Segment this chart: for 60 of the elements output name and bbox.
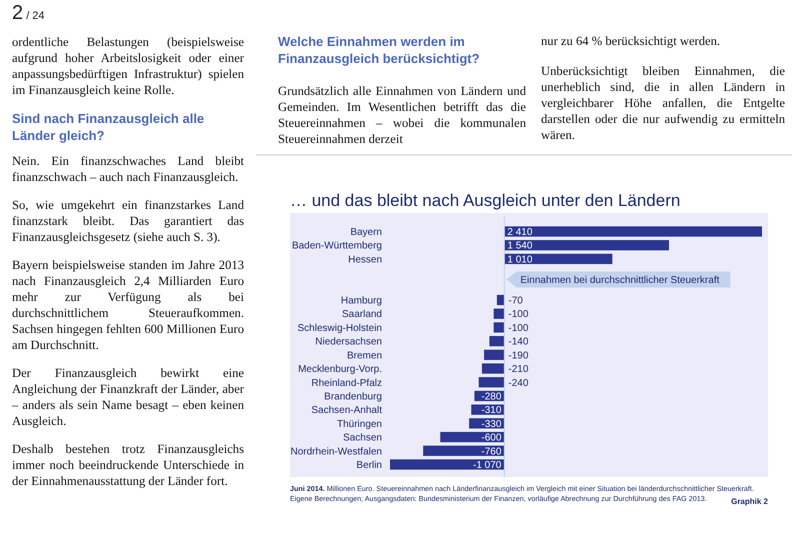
bar bbox=[504, 226, 762, 237]
text: Bayern beispielsweise standen im Jahre 2013 nach Finanzausgleich 2,4 Milliarden Euro mehr zur Verfügung als bei durchschnittlichem Steueraufkommen. Sachsen hingegen fehlten 600 Millionen Euro am Durchschnitt. bbox=[12, 257, 244, 353]
data-label: -760 bbox=[481, 446, 502, 458]
y-tick-label: Berlin bbox=[356, 460, 382, 471]
bar bbox=[496, 294, 504, 306]
y-tick-label: Rheinland-Pfalz bbox=[311, 378, 382, 389]
data-label: 1 540 bbox=[507, 240, 533, 252]
bar bbox=[482, 363, 504, 374]
text: So, wie umgekehrt ein finanzstarkes Land finanzstark bleibt. Das garantiert das Finanzausgleichsgesetz (siehe auch S. 3). bbox=[12, 197, 244, 245]
data-label: 2 410 bbox=[507, 227, 533, 238]
chart-title: … und das bleibt nach Ausgleich unter den Ländern bbox=[290, 191, 680, 210]
bar bbox=[478, 377, 504, 388]
text: Grundsätzlich alle Einnahmen von Ländern und Gemeinden. Im Wesentlichen betrifft das die Steuereinnahmen – wobei die kommunalen Steuereinnahmen derzeit bbox=[278, 83, 526, 147]
text: Unberücksichtigt bleiben Einnahmen, die unerheblich sind, die in allen Ländern in vergleichbarer Höhe anfallen, die Entgelte darstellen oder die nur aufwendig zu ermitteln wären. bbox=[541, 63, 785, 143]
text: Graphik 2 bbox=[731, 497, 769, 506]
y-tick-label: Hamburg bbox=[340, 296, 382, 307]
text: 2 bbox=[12, 2, 24, 24]
data-label: -210 bbox=[508, 364, 529, 376]
data-label: -240 bbox=[508, 378, 529, 389]
text: Der Finanzausgleich bewirkt eine Angleichung der Finanzkraft der Länder, aber – anders als sein Name besagt – eben keinen Ausgleich. bbox=[12, 365, 244, 429]
ref-line-label: Einnahmen bei durchschnittlicher Steuerkraft bbox=[520, 274, 720, 286]
data-label: -1 070 bbox=[473, 460, 502, 471]
y-tick-label: Hessen bbox=[348, 254, 382, 266]
bar bbox=[423, 446, 504, 456]
y-tick-label: Nordrhein-Westfalen bbox=[290, 446, 382, 458]
data-label: -330 bbox=[481, 418, 502, 430]
text: Sind nach Finanzausgleich alle Länder gleich? bbox=[12, 110, 206, 144]
data-label: -310 bbox=[481, 405, 502, 416]
data-label: -100 bbox=[508, 309, 529, 320]
bar bbox=[504, 254, 612, 264]
y-tick-label: Thüringen bbox=[336, 418, 382, 430]
bar bbox=[494, 322, 504, 333]
y-tick-label: Sachsen bbox=[343, 432, 382, 444]
y-tick-label: Niedersachsen bbox=[315, 336, 382, 348]
data-label: -280 bbox=[481, 391, 502, 402]
bar bbox=[484, 350, 504, 360]
y-tick-label: Bremen bbox=[346, 350, 382, 362]
bar bbox=[504, 240, 669, 250]
text: nur zu 64 % berücksichtigt werden. bbox=[541, 33, 722, 49]
text: Nein. Ein finanzschwaches Land bleibt finanzschwach – auch nach Finanzausgleich. bbox=[12, 153, 244, 185]
y-tick-label: Mecklenburg-Vorp. bbox=[298, 364, 382, 376]
data-label: -600 bbox=[481, 432, 502, 444]
bar bbox=[494, 308, 504, 319]
y-tick-label: Sachsen-Anhalt bbox=[311, 405, 382, 416]
bar bbox=[390, 459, 504, 470]
text: / 24 bbox=[25, 10, 45, 22]
y-tick-label: Baden-Württemberg bbox=[292, 240, 382, 252]
y-tick-label: Schleswig-Holstein bbox=[298, 322, 382, 334]
text: Welche Einnahmen werden im Finanzausgleich berücksichtigt? bbox=[278, 33, 481, 67]
data-label: -190 bbox=[508, 350, 529, 362]
y-tick-label: Brandenburg bbox=[324, 391, 382, 402]
data-label: -100 bbox=[508, 322, 529, 334]
y-tick-label: Saarland bbox=[342, 309, 382, 320]
bar bbox=[489, 336, 504, 346]
data-label: -70 bbox=[508, 296, 524, 307]
data-label: 1 010 bbox=[507, 254, 533, 266]
text: Deshalb bestehen trotz Finanzausgleichs immer noch beeindruckende Unterschiede in der Einnahmenausstattung der Länder fort. bbox=[12, 441, 244, 489]
text: ordentliche Belastungen (beispielsweise aufgrund hoher Arbeitslosigkeit oder einer anpassungsbedürftigen Infrastruktur) spielen im Finanzausgleich keine Rolle. bbox=[12, 34, 244, 98]
y-tick-label: Bayern bbox=[350, 227, 382, 238]
data-label: -140 bbox=[508, 336, 529, 348]
